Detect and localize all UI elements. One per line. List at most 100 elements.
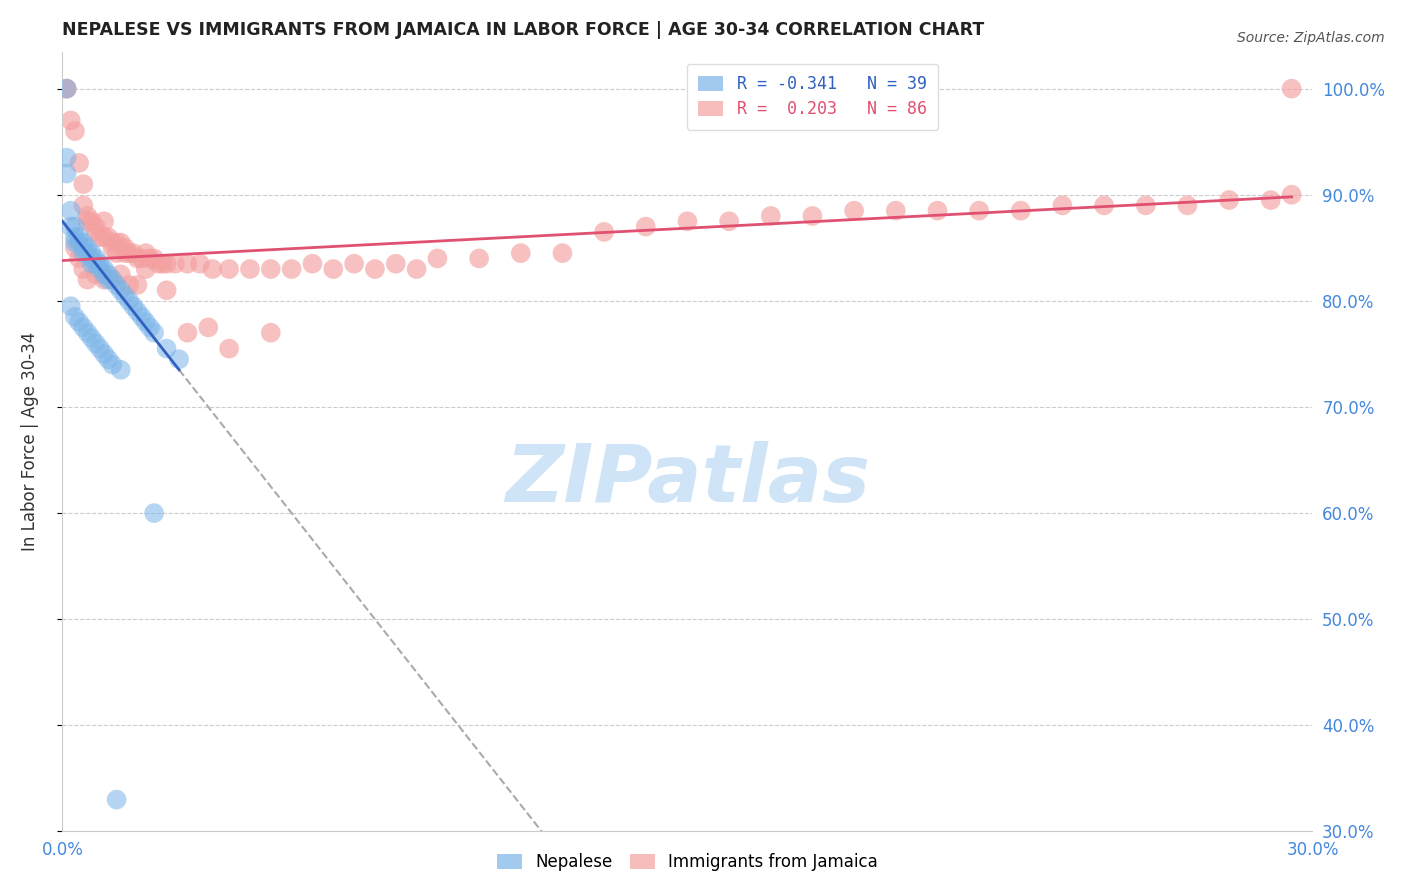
Point [114,288,136,302]
Point [135,315,157,329]
Point [76,246,98,260]
Point [76,209,98,223]
Point [759,209,782,223]
Point [97,268,120,282]
Point [84,336,107,351]
Point [59,113,82,128]
Point [122,299,145,313]
Point [93,347,115,361]
Point [139,320,162,334]
Point [63,124,86,138]
Point [218,342,240,356]
Point [80,214,103,228]
Point [76,272,98,286]
Point [260,326,283,340]
Point [55,81,77,95]
Point [110,235,132,250]
Point [148,257,170,271]
Point [634,219,657,234]
Text: NEPALESE VS IMMIGRANTS FROM JAMAICA IN LABOR FORCE | AGE 30-34 CORRELATION CHART: NEPALESE VS IMMIGRANTS FROM JAMAICA IN L… [62,21,984,39]
Point [101,358,124,372]
Point [105,246,128,260]
Point [55,151,77,165]
Point [101,235,124,250]
Legend: Nepalese, Immigrants from Jamaica: Nepalese, Immigrants from Jamaica [491,847,884,878]
Point [1260,193,1282,207]
Point [76,326,98,340]
Point [105,277,128,292]
Point [131,310,153,324]
Point [1177,198,1199,212]
Point [927,203,949,218]
Point [301,257,323,271]
Point [72,262,94,277]
Point [967,203,990,218]
Point [260,262,283,277]
Point [143,252,166,266]
Point [59,219,82,234]
Point [364,262,387,277]
Point [110,283,132,297]
Point [84,257,107,271]
Point [63,241,86,255]
Point [343,257,366,271]
Point [84,219,107,234]
Point [76,241,98,255]
Point [122,246,145,260]
Point [131,252,153,266]
Point [468,252,491,266]
Point [127,277,149,292]
Point [55,167,77,181]
Point [718,214,741,228]
Point [551,246,574,260]
Point [197,320,219,334]
Point [72,177,94,191]
Point [1052,198,1074,212]
Point [1010,203,1032,218]
Point [135,262,157,277]
Point [152,257,174,271]
Point [143,326,166,340]
Point [322,262,344,277]
Point [93,268,115,282]
Point [1092,198,1115,212]
Point [84,268,107,282]
Point [884,203,907,218]
Y-axis label: In Labor Force | Age 30-34: In Labor Force | Age 30-34 [21,332,39,551]
Point [97,230,120,244]
Point [139,252,162,266]
Point [156,283,179,297]
Point [110,268,132,282]
Point [63,230,86,244]
Point [384,257,406,271]
Point [110,363,132,377]
Point [176,257,198,271]
Point [55,81,77,95]
Point [63,219,86,234]
Point [80,252,103,266]
Text: ZIPatlas: ZIPatlas [505,442,870,519]
Point [127,252,149,266]
Point [1218,193,1240,207]
Point [89,230,111,244]
Point [59,203,82,218]
Point [1135,198,1157,212]
Point [76,214,98,228]
Point [72,241,94,255]
Text: Source: ZipAtlas.com: Source: ZipAtlas.com [1237,31,1385,45]
Point [167,352,190,367]
Point [67,156,90,170]
Point [156,257,179,271]
Point [80,257,103,271]
Point [80,246,103,260]
Point [105,235,128,250]
Point [72,235,94,250]
Point [405,262,427,277]
Point [101,272,124,286]
Point [55,81,77,95]
Point [105,792,128,806]
Point [67,315,90,329]
Point [72,198,94,212]
Point [201,262,224,277]
Point [239,262,262,277]
